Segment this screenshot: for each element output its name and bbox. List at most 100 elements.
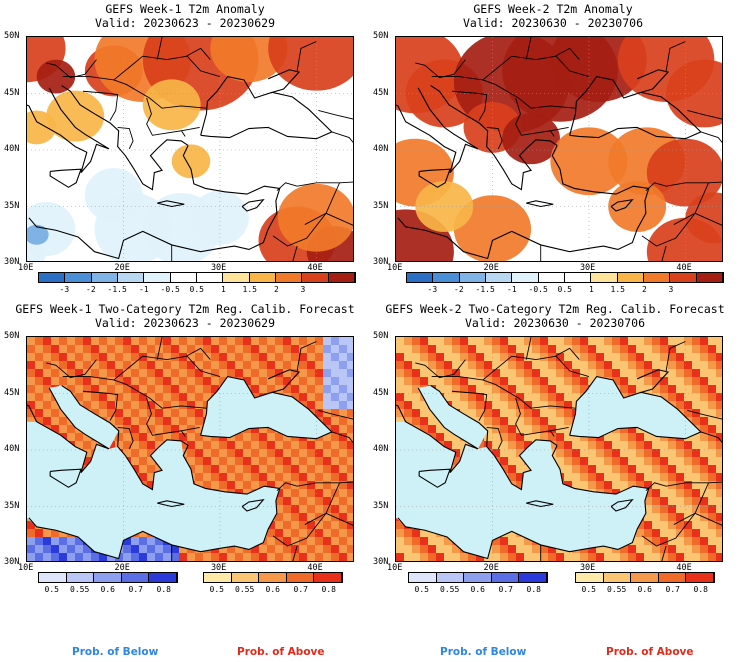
- probability-cell: [251, 353, 259, 361]
- probability-cell: [436, 337, 444, 345]
- probability-cell: [684, 521, 692, 529]
- probability-cell: [299, 505, 307, 513]
- lat-tick-label: 40N: [373, 144, 389, 154]
- probability-cell: [628, 561, 636, 562]
- probability-cell: [660, 481, 668, 489]
- probability-cell: [83, 377, 91, 385]
- probability-cell: [147, 441, 155, 449]
- probability-cell: [452, 345, 460, 353]
- probability-cell: [243, 337, 251, 345]
- probability-cell: [588, 353, 596, 361]
- colorbar-swatch: [491, 573, 520, 582]
- probability-cell: [636, 337, 644, 345]
- warm-anomaly-area: [46, 90, 105, 142]
- probability-cell: [708, 497, 716, 505]
- probability-cell: [420, 425, 428, 433]
- probability-cell: [131, 393, 139, 401]
- probability-cell: [339, 417, 347, 425]
- probability-cell: [572, 449, 580, 457]
- probability-cell: [524, 393, 532, 401]
- probability-cell: [404, 377, 412, 385]
- probability-cell: [235, 345, 243, 353]
- probability-cell: [444, 545, 452, 553]
- probability-cell: [708, 545, 716, 553]
- probability-cell: [243, 377, 251, 385]
- probability-cell: [660, 497, 668, 505]
- probability-cell: [283, 473, 291, 481]
- probability-cell: [51, 545, 59, 553]
- probability-cell: [291, 449, 299, 457]
- probability-cell: [83, 401, 91, 409]
- probability-cell: [67, 377, 75, 385]
- probability-cell: [259, 457, 267, 465]
- probability-cell: [27, 537, 35, 545]
- probability-cell: [652, 377, 660, 385]
- probability-cell: [396, 529, 404, 537]
- probability-cell: [516, 553, 524, 561]
- probability-cell: [420, 369, 428, 377]
- probability-cell: [307, 393, 315, 401]
- probability-cell: [428, 417, 436, 425]
- probability-cell: [307, 513, 315, 521]
- probability-cell: [596, 369, 604, 377]
- probability-cell: [235, 441, 243, 449]
- warm-anomaly-area: [646, 138, 722, 207]
- probability-cell: [652, 505, 660, 513]
- colorbar-swatch: [196, 273, 224, 282]
- country-border: [272, 482, 340, 547]
- probability-cell: [628, 337, 636, 345]
- probability-cell: [660, 537, 668, 545]
- probability-cell: [708, 449, 716, 457]
- probability-cell: [580, 473, 588, 481]
- probability-cell: [27, 401, 35, 409]
- probability-cell: [676, 465, 684, 473]
- coastline: [610, 198, 634, 212]
- probability-cell: [235, 545, 243, 553]
- probability-cell: [652, 353, 660, 361]
- probability-cell: [604, 337, 612, 345]
- probability-cell: [147, 385, 155, 393]
- probability-cell: [275, 473, 283, 481]
- coastline: [241, 198, 265, 212]
- colorbar-label: 0.6: [265, 585, 280, 594]
- probability-cell: [147, 537, 155, 545]
- probability-cell: [460, 361, 468, 369]
- colorbar-swatch: [658, 573, 687, 582]
- probability-cell: [628, 457, 636, 465]
- probability-cell: [347, 417, 353, 425]
- probability-cell: [203, 433, 211, 441]
- probability-cell: [556, 361, 564, 369]
- probability-cell: [67, 561, 75, 562]
- probability-cell: [107, 345, 115, 353]
- probability-cell: [492, 561, 500, 562]
- probability-cell: [267, 553, 275, 561]
- probability-cell: [644, 449, 652, 457]
- probability-cell: [347, 529, 353, 537]
- probability-cell: [315, 505, 323, 513]
- probability-cell: [708, 473, 716, 481]
- probability-cell: [323, 345, 331, 353]
- colorbar-swatch: [538, 273, 565, 282]
- probability-cell: [275, 385, 283, 393]
- probability-cell: [676, 481, 684, 489]
- probability-cell: [500, 369, 508, 377]
- lon-tick-label: 30E: [579, 263, 596, 273]
- probability-cell: [620, 457, 628, 465]
- probability-cell: [75, 353, 83, 361]
- lat-tick-label: 30N: [4, 257, 20, 267]
- probability-cell: [540, 425, 548, 433]
- probability-cell: [452, 401, 460, 409]
- probability-cell: [580, 369, 588, 377]
- probability-cell: [524, 561, 532, 562]
- probability-cell: [420, 337, 428, 345]
- probability-cell: [620, 441, 628, 449]
- probability-cell: [339, 409, 347, 417]
- probability-cell: [676, 545, 684, 553]
- probability-cell: [155, 361, 163, 369]
- colorbar-swatch: [670, 273, 697, 282]
- probability-cell: [163, 401, 171, 409]
- probability-cell: [307, 489, 315, 497]
- probability-cell: [91, 361, 99, 369]
- probability-cell: [219, 377, 227, 385]
- probability-cell: [628, 377, 636, 385]
